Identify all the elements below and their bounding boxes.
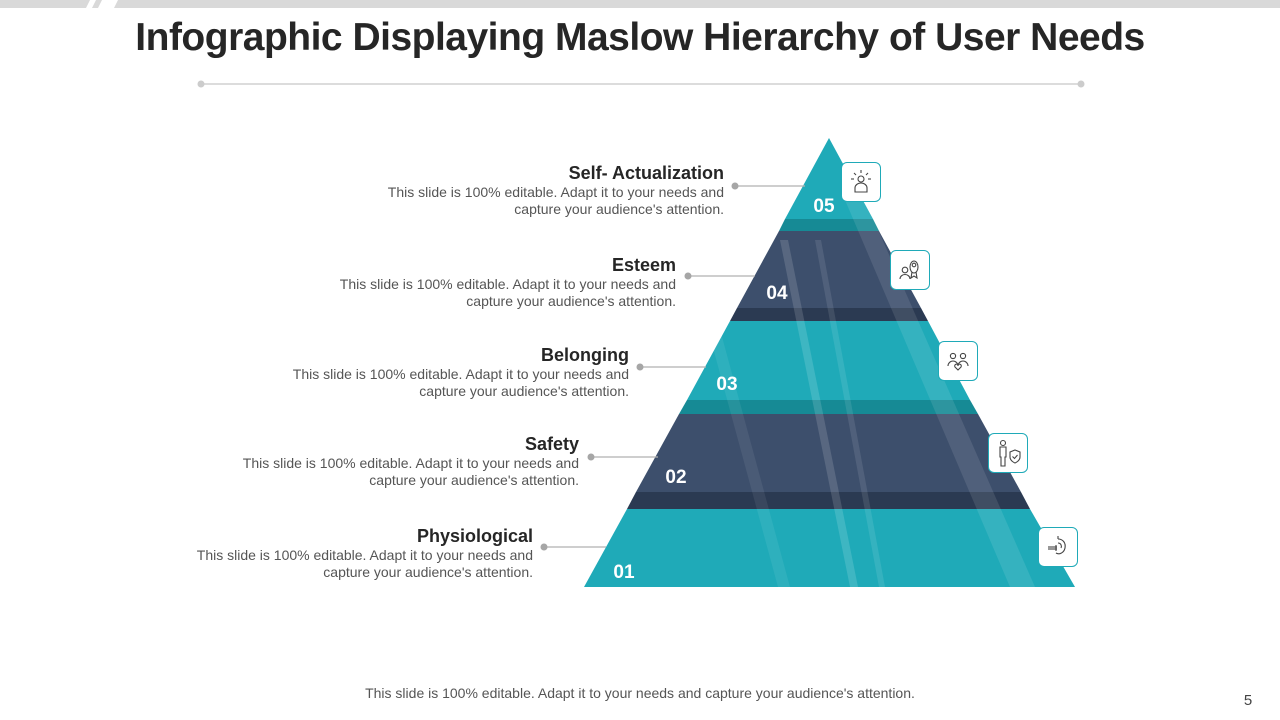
level-description-line1: This slide is 100% editable. Adapt it to…: [196, 547, 533, 563]
level-label-01: Physiological This slide is 100% editabl…: [113, 525, 533, 581]
self-actualization-person-icon: [850, 169, 871, 193]
belonging-people-heart-icon: [946, 352, 969, 371]
level-description-line2: capture your audience's attention.: [419, 383, 629, 399]
level-title: Safety: [524, 434, 579, 454]
safety-person-shield-icon: [998, 439, 1021, 467]
physiological-stomach-icon: [1047, 535, 1066, 554]
self-actualization-icon-box: [841, 162, 881, 202]
level-description-line2: capture your audience's attention.: [514, 201, 724, 217]
level-label-04: Esteem This slide is 100% editable. Adap…: [256, 254, 676, 310]
footer-note: This slide is 100% editable. Adapt it to…: [365, 685, 915, 701]
physiological-icon-box: [1038, 527, 1078, 567]
pyramid-level-04: [730, 231, 928, 321]
level-title: Self- Actualization: [568, 163, 724, 183]
level-number-01: 01: [613, 562, 635, 583]
esteem-icon-box: [890, 250, 930, 290]
level-description-line1: This slide is 100% editable. Adapt it to…: [242, 455, 579, 471]
connector-02: [587, 453, 658, 461]
connector-03: [636, 363, 706, 371]
esteem-award-person-icon: [898, 259, 919, 279]
connector-01: [540, 543, 606, 551]
level-number-02: 02: [665, 467, 686, 488]
level-description-line2: capture your audience's attention.: [369, 472, 579, 488]
level-title: Physiological: [416, 526, 533, 546]
level-description-line2: capture your audience's attention.: [323, 564, 533, 580]
level-description-line1: This slide is 100% editable. Adapt it to…: [292, 366, 629, 382]
level-number-04: 04: [766, 283, 788, 304]
belonging-icon-box: [938, 341, 978, 381]
level-number-05: 05: [813, 196, 835, 217]
level-title: Belonging: [541, 345, 629, 365]
slide-title: Infographic Displaying Maslow Hierarchy …: [135, 16, 1145, 59]
connector-04: [684, 272, 755, 280]
connector-05: [731, 182, 805, 190]
top-decorative-band: [0, 0, 1280, 8]
pyramid-level-02: [627, 414, 1030, 509]
level-description-line2: capture your audience's attention.: [466, 293, 676, 309]
level-title: Esteem: [611, 255, 676, 275]
page-number: 5: [1243, 692, 1253, 709]
level-label-02: Safety This slide is 100% editable. Adap…: [159, 433, 579, 489]
level-description-line1: This slide is 100% editable. Adapt it to…: [339, 276, 676, 292]
level-label-03: Belonging This slide is 100% editable. A…: [209, 344, 629, 400]
pyramid-level-03: [679, 321, 978, 414]
level-description-line1: This slide is 100% editable. Adapt it to…: [387, 184, 724, 200]
level-number-03: 03: [716, 374, 737, 395]
level-label-05: Self- Actualization This slide is 100% e…: [304, 162, 724, 218]
title-divider: [197, 80, 1085, 88]
pyramid-level-01: [584, 509, 1075, 587]
safety-icon-box: [988, 433, 1028, 473]
pyramid-highlight: [700, 200, 1035, 587]
